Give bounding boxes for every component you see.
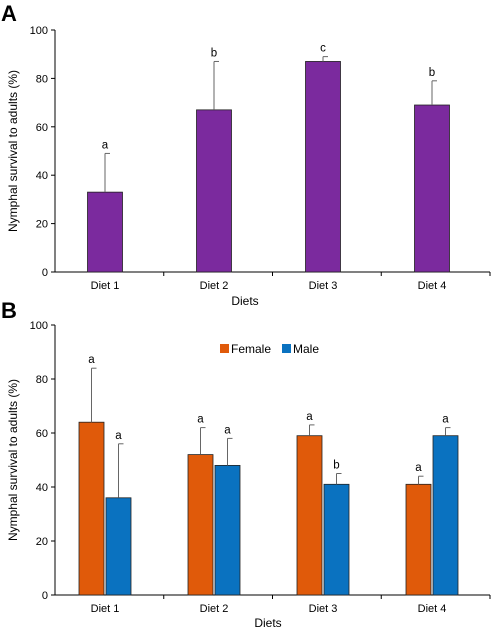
bar — [214, 464, 241, 596]
significance-label: c — [320, 43, 326, 55]
x-tick-label: Diet 1 — [91, 603, 120, 615]
y-tick-label: 100 — [30, 25, 48, 37]
panel-b-marks: 0 20 40 60 80 100 Diet 1 Diet 2 Diet 3 Diet 4 a a a a… — [30, 320, 491, 615]
y-tick-label: 60 — [36, 122, 48, 134]
panel-b-legend: Female Male — [220, 342, 319, 356]
y-tick-label: 0 — [42, 590, 48, 602]
significance-label: a — [442, 414, 449, 426]
bar — [323, 483, 350, 596]
bar — [296, 435, 323, 596]
panel-a-y-title: Nymphal survival to adults (%) — [6, 70, 20, 232]
legend-swatch-male — [282, 344, 291, 353]
panel-a-letter: A — [1, 1, 17, 26]
y-tick-label: 40 — [36, 170, 48, 182]
significance-label: a — [197, 414, 204, 426]
bar — [305, 61, 341, 273]
bar — [196, 109, 232, 273]
significance-label: a — [306, 411, 313, 423]
significance-label: b — [333, 460, 339, 472]
x-tick-label: Diet 2 — [200, 603, 229, 615]
panel-a-x-title: Diets — [231, 294, 258, 308]
y-tick-label: 60 — [36, 428, 48, 440]
bar — [187, 454, 214, 596]
panel-b-letter: B — [1, 298, 17, 323]
y-tick-label: 20 — [36, 219, 48, 231]
x-tick-label: Diet 3 — [309, 603, 338, 615]
significance-label: a — [115, 430, 122, 442]
y-tick-label: 100 — [30, 320, 48, 332]
x-tick-label: Diet 4 — [418, 280, 447, 292]
significance-label: b — [211, 47, 217, 59]
bar — [87, 191, 123, 273]
panel-b-y-title: Nymphal survival to adults (%) — [6, 379, 20, 541]
panel-a-marks: 0 20 40 60 80 100 Diet 1 Diet 2 Diet 3 Diet 4 a b c b — [30, 25, 491, 292]
y-tick-label: 20 — [36, 536, 48, 548]
x-tick-label: Diet 3 — [309, 280, 338, 292]
significance-label: a — [88, 354, 95, 366]
panel-a: A Diets Nymphal survival to adults (%) 0… — [1, 1, 491, 308]
y-tick-label: 80 — [36, 374, 48, 386]
bar — [105, 497, 132, 596]
panel-b-x-title: Diets — [254, 616, 281, 630]
bar — [78, 421, 105, 596]
legend-label-female: Female — [231, 342, 271, 356]
significance-label: b — [429, 67, 435, 79]
y-tick-label: 40 — [36, 482, 48, 494]
significance-label: a — [102, 139, 109, 151]
y-tick-label: 80 — [36, 73, 48, 85]
bar — [414, 104, 450, 273]
y-tick-label: 0 — [42, 267, 48, 279]
legend-label-male: Male — [293, 342, 319, 356]
x-tick-label: Diet 1 — [91, 280, 120, 292]
bar — [405, 483, 432, 596]
significance-label: a — [224, 424, 231, 436]
x-tick-label: Diet 4 — [418, 603, 447, 615]
legend-swatch-female — [220, 344, 229, 353]
significance-label: a — [415, 462, 422, 474]
panel-b: B Diets Nymphal survival to adults (%) F… — [1, 298, 491, 630]
x-tick-label: Diet 2 — [200, 280, 229, 292]
bar — [432, 435, 459, 596]
